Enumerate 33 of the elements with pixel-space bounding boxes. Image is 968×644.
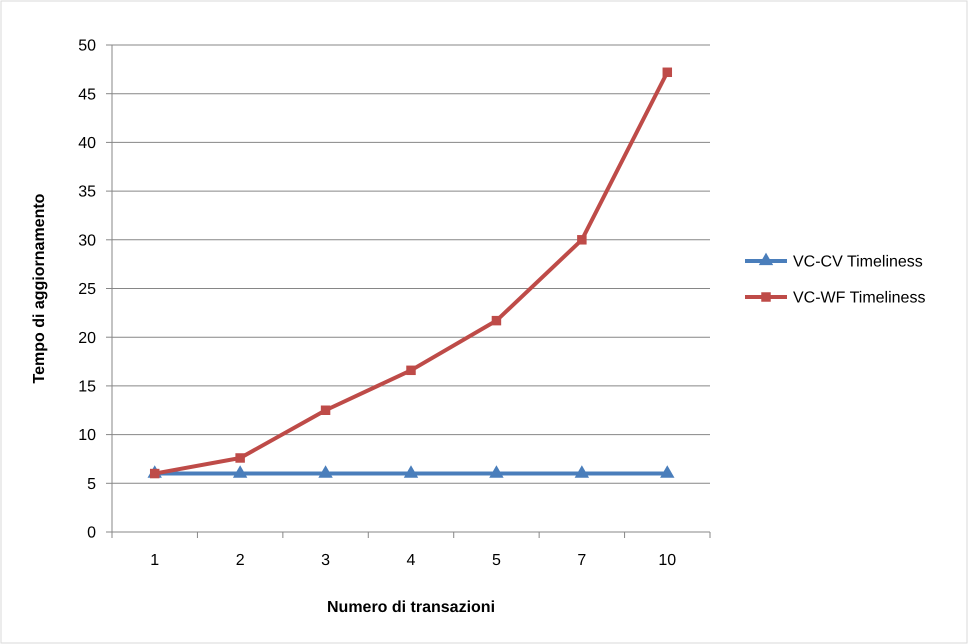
y-tick-label: 45 — [78, 86, 96, 104]
x-tick-label: 1 — [150, 552, 160, 569]
point — [662, 68, 672, 78]
y-tick-label: 5 — [87, 476, 96, 493]
y-tick-label: 30 — [78, 232, 96, 250]
y-tick-label: 50 — [78, 38, 96, 55]
point — [574, 465, 590, 478]
point — [320, 406, 330, 415]
x-tick-label: 3 — [321, 552, 330, 569]
x-tick-label: 4 — [406, 552, 416, 569]
x-tick-label: 7 — [577, 552, 586, 569]
y-tick-label: 20 — [78, 330, 96, 347]
point — [404, 465, 418, 478]
y-tick-label: 10 — [78, 427, 96, 444]
y-tick-label: 35 — [78, 184, 96, 201]
point — [660, 465, 674, 478]
point — [406, 366, 416, 376]
y-tick-label: 0 — [87, 524, 96, 542]
point — [492, 316, 502, 326]
x-tick-label: 10 — [658, 552, 676, 569]
legend-label: VC-WF Timeliness — [793, 290, 926, 307]
point — [489, 465, 504, 478]
point — [577, 235, 587, 245]
y-tick-label: 40 — [78, 135, 96, 152]
x-tick-label: 5 — [492, 552, 501, 569]
y-axis-title: Tempo di aggiornamento — [31, 193, 48, 384]
y-tick-label: 25 — [78, 281, 96, 298]
x-axis-title: Numero di transazioni — [326, 599, 496, 616]
point — [318, 465, 333, 478]
x-tick-label: 2 — [236, 552, 245, 569]
y-tick-label: 15 — [78, 378, 96, 396]
point — [232, 465, 248, 478]
legend-label: VC-CV Timeliness — [793, 254, 923, 271]
